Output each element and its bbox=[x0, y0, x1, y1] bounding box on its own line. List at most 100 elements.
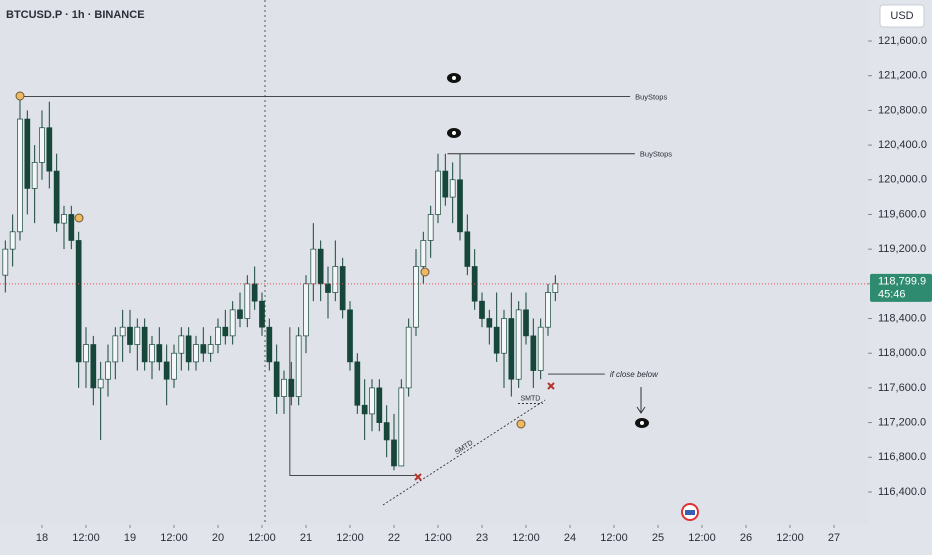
candle-body bbox=[413, 266, 419, 328]
candle-body bbox=[259, 300, 265, 328]
candle-body bbox=[545, 292, 551, 328]
marker bbox=[420, 267, 430, 277]
candle-body bbox=[354, 361, 361, 406]
y-tick-label: 120,000.0 bbox=[878, 174, 927, 186]
y-tick-label: 119,200.0 bbox=[878, 243, 926, 255]
y-tick-label: 117,200.0 bbox=[878, 416, 926, 428]
candle-body bbox=[141, 326, 148, 363]
candle-body bbox=[31, 162, 38, 189]
candle-body bbox=[317, 248, 324, 285]
y-tick-label: 121,200.0 bbox=[878, 70, 927, 82]
x-tick-label: 22 bbox=[388, 532, 400, 544]
candle-body bbox=[171, 352, 177, 380]
candle-body bbox=[24, 118, 31, 189]
candle-body bbox=[515, 309, 522, 380]
x-tick-label: 12:00 bbox=[600, 532, 628, 544]
candle-body bbox=[493, 326, 500, 354]
drawing-line bbox=[382, 399, 546, 506]
x-tick-label: 26 bbox=[740, 532, 752, 544]
y-tick-label: 117,600.0 bbox=[878, 382, 926, 394]
line-label: if close below bbox=[610, 370, 659, 379]
candle-body bbox=[464, 231, 471, 267]
candle-body bbox=[53, 170, 60, 224]
eye-pupil bbox=[640, 421, 644, 425]
candle-body bbox=[288, 378, 295, 397]
candle-body bbox=[369, 387, 375, 415]
line-label: SMTD bbox=[520, 395, 540, 402]
candle-body bbox=[420, 240, 427, 267]
marker bbox=[516, 419, 526, 429]
candle-body bbox=[244, 283, 251, 319]
time-axis bbox=[0, 525, 868, 550]
candle-body bbox=[486, 318, 493, 328]
candle-body bbox=[193, 344, 199, 363]
candle-body bbox=[273, 361, 280, 397]
symbol-title: BTCUSD.P · 1h · BINANCE bbox=[6, 9, 145, 21]
currency-button[interactable] bbox=[879, 4, 925, 28]
candle-body bbox=[112, 335, 119, 363]
candle-body bbox=[215, 326, 221, 345]
x-tick-label: 12:00 bbox=[248, 532, 276, 544]
candle-body bbox=[39, 127, 45, 163]
x-marker bbox=[547, 382, 555, 390]
candle-body bbox=[295, 335, 302, 397]
y-tick-label: 116,800.0 bbox=[878, 451, 926, 463]
candle-body bbox=[61, 214, 67, 224]
candle-body bbox=[222, 326, 229, 337]
candle-body bbox=[97, 378, 104, 389]
candle-body bbox=[339, 266, 346, 311]
x-tick-label: 12:00 bbox=[72, 532, 100, 544]
x-tick-label: 12:00 bbox=[424, 532, 452, 544]
x-tick-label: 23 bbox=[476, 532, 488, 544]
candle-body bbox=[383, 422, 390, 441]
y-tick-label: 121,600.0 bbox=[878, 35, 927, 47]
candle-body bbox=[266, 326, 273, 363]
x-tick-label: 12:00 bbox=[512, 532, 540, 544]
candle-body bbox=[361, 404, 368, 415]
x-tick-label: 19 bbox=[124, 532, 136, 544]
candle-body bbox=[391, 439, 397, 467]
x-tick-label: 12:00 bbox=[688, 532, 716, 544]
last-price-box bbox=[870, 273, 932, 302]
y-tick-label: 119,600.0 bbox=[878, 208, 926, 220]
countdown: 45:46 bbox=[878, 289, 906, 301]
x-tick-label: 12:00 bbox=[776, 532, 804, 544]
candle-body bbox=[435, 170, 441, 215]
candle-body bbox=[2, 248, 9, 276]
candle-body bbox=[325, 283, 331, 293]
candle-body bbox=[237, 309, 243, 319]
candle-body bbox=[281, 378, 287, 397]
x-tick-label: 12:00 bbox=[160, 532, 188, 544]
candle-body bbox=[449, 179, 456, 198]
x-tick-label: 20 bbox=[212, 532, 224, 544]
candle-body bbox=[134, 326, 141, 345]
candle-body bbox=[163, 361, 170, 380]
y-tick-label: 118,000.0 bbox=[878, 347, 926, 359]
candle-body bbox=[9, 231, 16, 250]
candle-body bbox=[149, 344, 155, 363]
drawing-line bbox=[289, 327, 415, 476]
candle-body bbox=[105, 361, 111, 380]
x-tick-label: 25 bbox=[652, 532, 664, 544]
arrow bbox=[636, 387, 646, 414]
eye-icons bbox=[447, 73, 649, 428]
currency-label[interactable]: USD bbox=[890, 10, 913, 22]
candle-body bbox=[501, 318, 507, 354]
eye-pupil bbox=[452, 131, 456, 135]
candle-body bbox=[303, 283, 309, 337]
x-tick-label: 18 bbox=[36, 532, 48, 544]
plot-area bbox=[0, 0, 868, 525]
y-tick-label: 120,800.0 bbox=[878, 104, 927, 116]
candle-body bbox=[398, 387, 405, 467]
candle-body bbox=[90, 344, 97, 389]
line-label: BuyStops bbox=[640, 150, 672, 159]
candle-body bbox=[119, 326, 126, 337]
candle-body bbox=[229, 309, 236, 337]
y-tick-label: 120,400.0 bbox=[878, 139, 927, 151]
candle-body bbox=[508, 318, 515, 380]
flag-icon bbox=[685, 510, 695, 515]
candle-body bbox=[347, 309, 353, 363]
candle-body bbox=[479, 300, 485, 319]
candle-body bbox=[376, 387, 383, 423]
